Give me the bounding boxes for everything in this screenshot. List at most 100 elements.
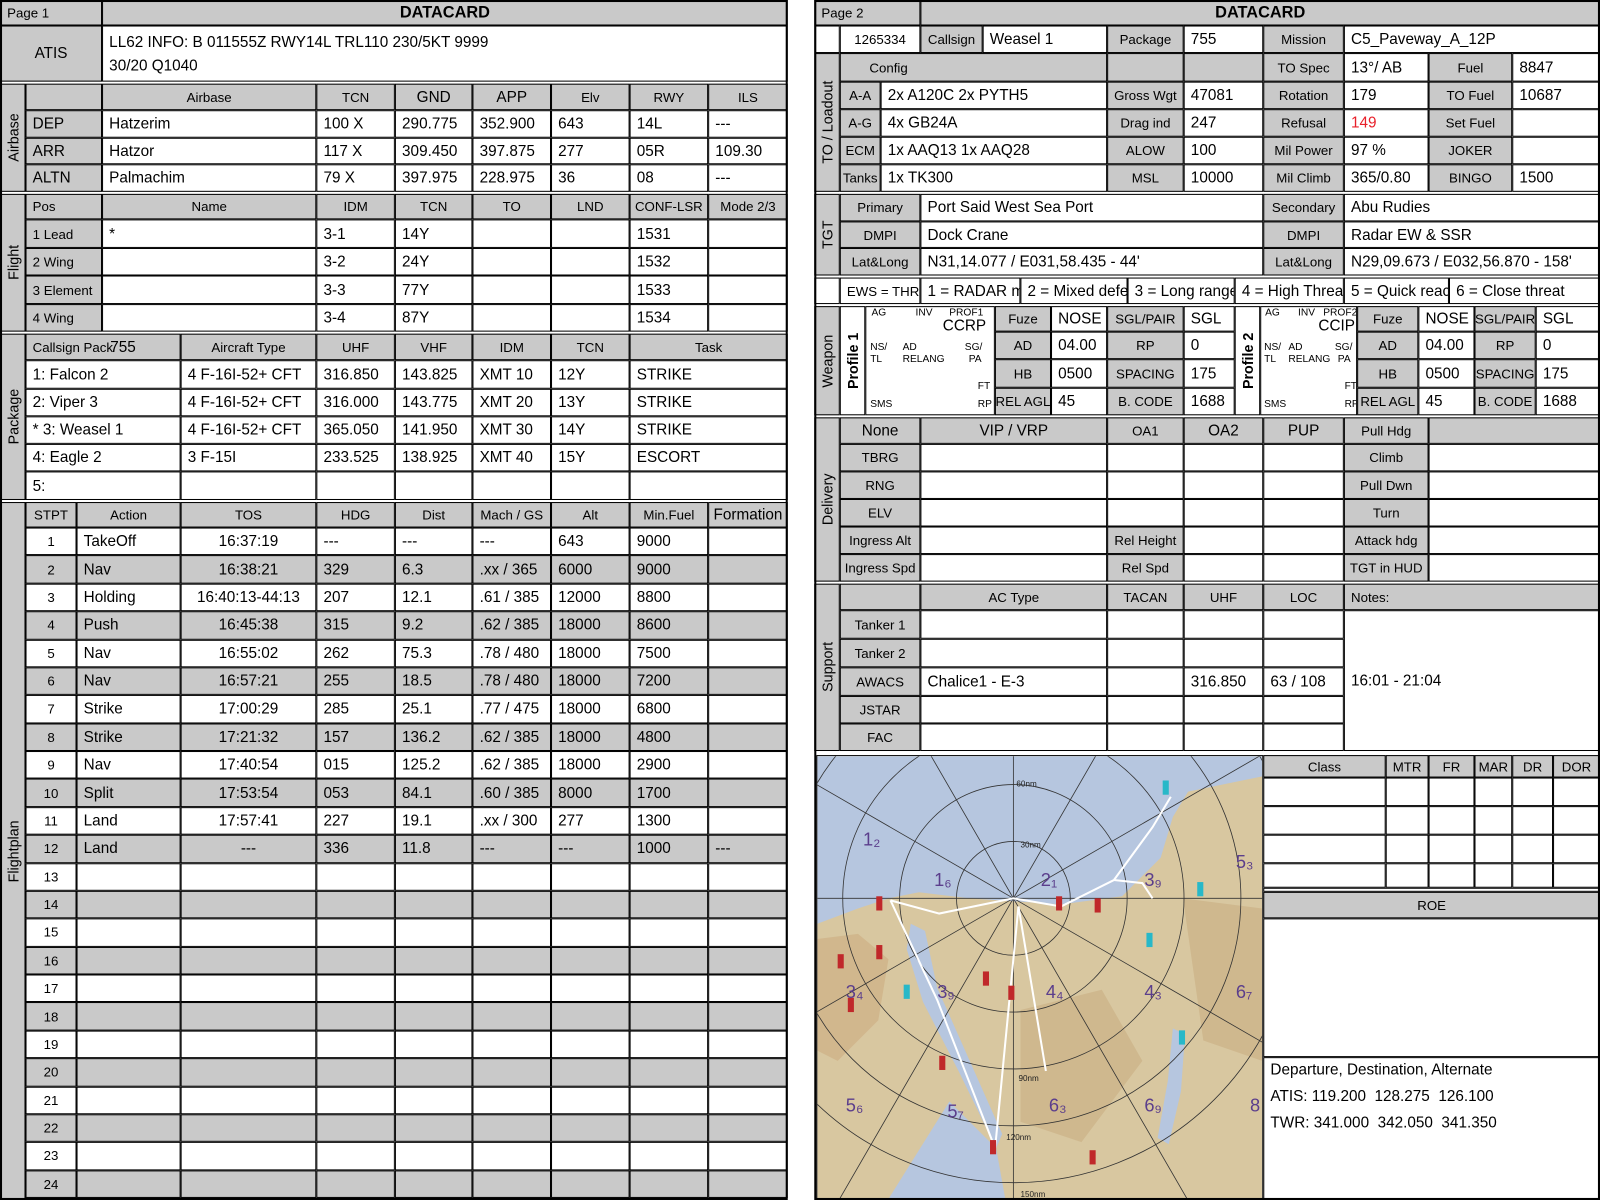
cell-text: Land — [83, 840, 118, 858]
map-label: 5₆ — [846, 1095, 864, 1116]
cell-text: 17:00:29 — [218, 700, 279, 718]
cell — [629, 1170, 709, 1198]
cell: HB — [994, 359, 1052, 388]
cell-text: 285 — [323, 700, 350, 718]
cell-text: 309.450 — [402, 142, 458, 160]
cell: 5 — [25, 639, 77, 668]
cell-text: Mil Climb — [1276, 170, 1331, 186]
cell-text: Split — [83, 784, 114, 802]
cell: 16:40:13-44:13 — [180, 583, 317, 612]
cell-text: 1x TK300 — [887, 169, 953, 187]
section-label: Flightplan — [0, 502, 26, 1200]
cell — [472, 471, 552, 500]
class-cell — [1263, 777, 1386, 807]
cell — [708, 778, 788, 807]
cell — [1263, 638, 1344, 668]
cell: JSTAR — [839, 695, 921, 724]
cell: FAC — [839, 723, 921, 752]
cell-text: Hatzor — [109, 142, 155, 160]
cell-text: Page 2 — [821, 5, 864, 21]
cell: --- — [472, 527, 552, 556]
cell: TACAN — [1107, 583, 1184, 611]
cell: Elv — [551, 83, 630, 111]
cell-text: 117 X — [323, 142, 363, 160]
cell — [76, 1002, 181, 1031]
cell: FR — [1428, 755, 1475, 778]
cell: 24Y — [394, 247, 473, 276]
cell — [1512, 109, 1600, 137]
cell-text: 1300 — [636, 812, 671, 830]
cell — [76, 1030, 181, 1059]
cell-text: 1x AAQ13 1x AAQ28 — [887, 141, 1030, 160]
cell-text: 4x GB24A — [887, 114, 958, 132]
cell — [708, 1058, 788, 1087]
cell-text: 109.30 — [715, 142, 763, 160]
diagram-text: SG/ — [964, 341, 983, 354]
cell — [180, 1170, 317, 1198]
map-label: 6₃ — [1049, 1095, 1067, 1116]
class-cell — [1385, 806, 1429, 835]
cell-text: 04.00 — [1425, 336, 1464, 355]
cell — [1183, 723, 1264, 752]
cell: TakeOff — [76, 527, 181, 556]
diagram-text: RP — [977, 398, 992, 411]
cell-text: 04.00 — [1058, 336, 1097, 355]
cell-text: 6 — [47, 673, 55, 689]
cell — [1428, 471, 1600, 499]
cell: 352.900 — [472, 110, 552, 138]
cell — [629, 890, 709, 919]
cell: 18000 — [551, 639, 630, 668]
cell: LND — [551, 193, 630, 220]
cell: 18000 — [551, 667, 630, 696]
cell: 16 — [25, 946, 77, 975]
cell-text: ELV — [868, 505, 893, 521]
cell — [316, 1142, 395, 1171]
cell — [708, 247, 788, 276]
cell — [472, 862, 552, 891]
cell: Pull Dwn — [1343, 471, 1429, 499]
page-label: Page 2 — [814, 0, 921, 26]
cell: Task — [629, 333, 788, 361]
cell — [76, 890, 181, 919]
cell-text: Mission — [1281, 31, 1327, 47]
cell — [76, 1170, 181, 1198]
cell: OA1 — [1107, 417, 1184, 444]
cell: Weasel 1 — [982, 25, 1108, 54]
cell-text: 316.850 — [323, 365, 379, 384]
cell: --- — [708, 834, 788, 863]
cell-text: 13 — [43, 869, 59, 885]
cell: --- — [708, 110, 788, 138]
cell: IDM — [472, 333, 552, 361]
cell: * 3: Weasel 1 — [25, 416, 181, 444]
cell — [76, 862, 181, 891]
cell-text: Chalice1 - E-3 — [927, 672, 1025, 691]
cell-text: Rotation — [1278, 87, 1329, 104]
cell-text: 4 F-16I-52+ CFT — [187, 393, 302, 412]
cell — [1263, 695, 1344, 724]
cell: RWY — [629, 83, 709, 111]
cell: 1300 — [629, 806, 709, 835]
cell-text: 1265334 — [854, 31, 906, 47]
cell: 18000 — [551, 611, 630, 640]
cell — [551, 1114, 630, 1143]
cell: XMT 30 — [472, 416, 552, 444]
cell: 1x TK300 — [880, 164, 1108, 192]
diagram-text: CCRP — [942, 317, 987, 335]
cell — [1263, 554, 1344, 582]
cell: 45 — [1418, 387, 1475, 416]
cell: Fuel — [1428, 53, 1513, 82]
cell: PUP — [1263, 417, 1344, 444]
cell: OA2 — [1183, 417, 1264, 444]
ews-cell: 5 = Quick reaction SAM — [1343, 277, 1449, 305]
class-cell — [1474, 777, 1513, 807]
cell — [394, 862, 473, 891]
ring-label: 120nm — [1006, 1133, 1031, 1142]
cell-text: 2900 — [636, 756, 671, 774]
cell — [708, 583, 788, 612]
cell: .78 / 480 — [472, 667, 552, 696]
atis-line: 30/20 Q1040 — [109, 56, 198, 74]
cell-text: Holding — [83, 588, 136, 607]
cell: 1265334 — [839, 25, 921, 54]
cell-text: SGL/PAIR — [1474, 311, 1536, 327]
cell-text: Land — [83, 812, 118, 830]
